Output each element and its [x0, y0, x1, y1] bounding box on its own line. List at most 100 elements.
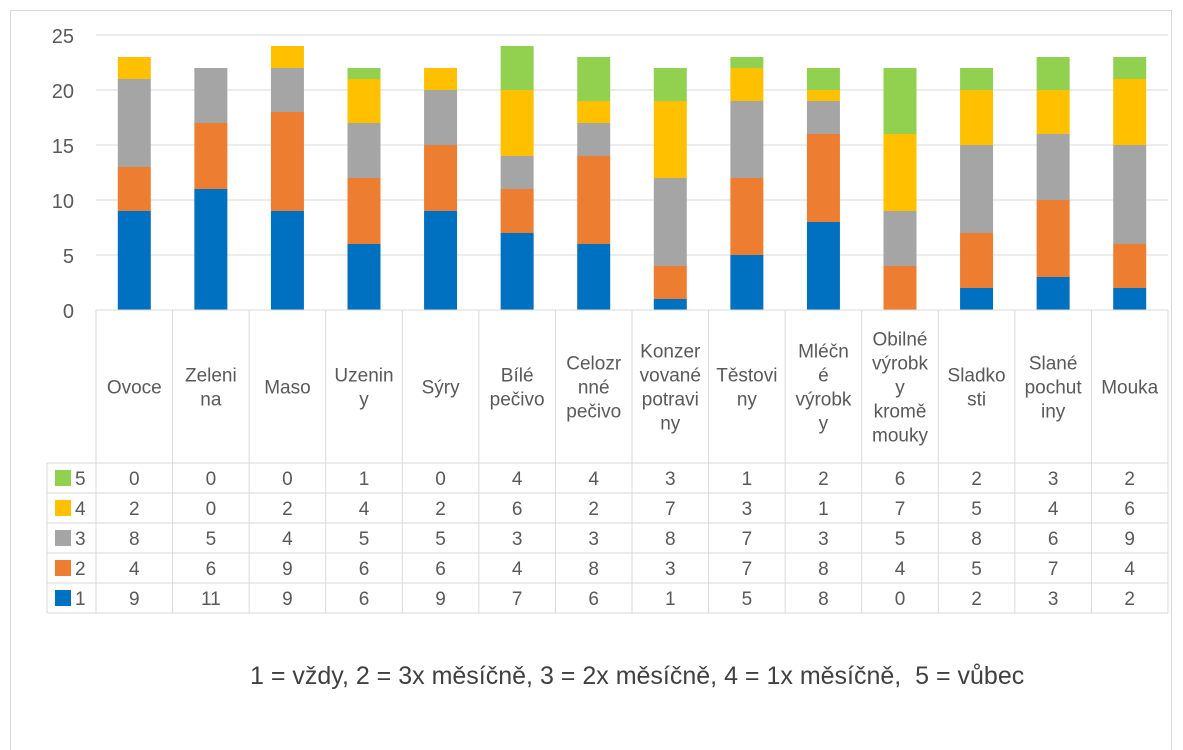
bar-segment: [1113, 57, 1147, 79]
data-value: 9: [282, 589, 293, 610]
data-value: 6: [1048, 529, 1059, 550]
data-value: 4: [895, 559, 906, 580]
data-value: 6: [435, 559, 446, 580]
bar-segment: [1036, 90, 1070, 134]
bar-segment: [500, 233, 534, 310]
bar-segment: [500, 46, 534, 90]
data-value: 8: [818, 559, 829, 580]
bar-segment: [1113, 79, 1147, 145]
bar-segment: [347, 178, 381, 244]
data-value: 8: [818, 589, 829, 610]
category-label: y: [895, 378, 905, 399]
bar-segment: [806, 134, 840, 222]
bar-segment: [117, 167, 151, 211]
category-label: Sladko: [948, 366, 1006, 387]
y-tick-label: 20: [52, 81, 74, 103]
y-tick-label: 0: [63, 301, 74, 323]
category-label: Slané: [1029, 354, 1078, 375]
category-label: y: [359, 390, 369, 411]
bar-segment: [960, 90, 994, 145]
category-label: Maso: [264, 378, 310, 399]
data-value: 8: [971, 529, 982, 550]
category-label: výrobk: [795, 390, 851, 411]
category-label: iny: [1041, 402, 1066, 423]
category-label: na: [200, 390, 222, 411]
data-value: 8: [129, 529, 140, 550]
bar-segment: [117, 57, 151, 79]
data-value: 4: [1124, 559, 1135, 580]
bar-segment: [653, 68, 687, 101]
bar-segment: [960, 145, 994, 233]
category-label: ny: [737, 390, 758, 411]
data-value: 2: [971, 589, 982, 610]
bar-segment: [347, 79, 381, 123]
data-value: 5: [971, 559, 982, 580]
bar-segment: [577, 101, 611, 123]
data-value: 0: [206, 469, 217, 490]
data-value: 2: [282, 499, 293, 520]
data-value: 0: [895, 589, 906, 610]
data-value: 1: [665, 589, 676, 610]
bar-segment: [1036, 57, 1070, 90]
category-label: Obilné: [873, 330, 928, 351]
category-label: Mléčn: [798, 342, 849, 363]
legend-key: [55, 560, 71, 576]
data-value: 3: [1048, 469, 1059, 490]
bar-segment: [730, 68, 764, 101]
data-value: 6: [359, 559, 370, 580]
data-value: 4: [1048, 499, 1059, 520]
bar-segment: [270, 46, 304, 68]
legend-label: 3: [75, 529, 86, 550]
data-value: 3: [512, 529, 523, 550]
bar-segment: [117, 79, 151, 167]
data-value: 3: [665, 559, 676, 580]
data-value: 2: [818, 469, 829, 490]
bar-segment: [347, 123, 381, 178]
category-label: mouky: [872, 426, 928, 447]
y-tick-label: 5: [63, 246, 74, 268]
legend-key: [55, 470, 71, 486]
bar-segment: [806, 101, 840, 134]
data-value: 6: [359, 589, 370, 610]
bar-segment: [806, 222, 840, 310]
data-value: 2: [129, 499, 140, 520]
bar-segment: [194, 123, 228, 189]
data-value: 7: [895, 499, 906, 520]
legend-key: [55, 500, 71, 516]
bar-segment: [577, 156, 611, 244]
data-value: 5: [359, 529, 370, 550]
data-value: 7: [512, 589, 523, 610]
bar-segment: [577, 57, 611, 101]
category-label: ny: [660, 414, 681, 435]
data-value: 4: [588, 469, 599, 490]
bar-segment: [1036, 200, 1070, 277]
data-value: 1: [742, 469, 753, 490]
bar-segment: [1036, 277, 1070, 310]
bar-segment: [194, 68, 228, 123]
legend-label: 2: [75, 559, 86, 580]
category-label: Celozr: [566, 354, 622, 375]
data-value: 5: [206, 529, 217, 550]
bar-segment: [500, 189, 534, 233]
data-value: 7: [742, 559, 753, 580]
category-label: Sýry: [422, 378, 461, 399]
bar-segment: [883, 68, 917, 134]
y-tick-label: 15: [52, 136, 74, 158]
data-value: 1: [818, 499, 829, 520]
bar-segment: [347, 68, 381, 79]
data-value: 2: [588, 499, 599, 520]
category-label: Uzenin: [334, 366, 393, 387]
data-value: 9: [435, 589, 446, 610]
data-value: 9: [282, 559, 293, 580]
data-value: 8: [588, 559, 599, 580]
category-label: Mouka: [1101, 378, 1158, 399]
bar-segment: [577, 244, 611, 310]
bar-segment: [194, 189, 228, 310]
chart-frame: [10, 10, 1172, 750]
legend-label: 4: [75, 499, 86, 520]
category-label: pečivo: [490, 390, 545, 411]
data-value: 6: [588, 589, 599, 610]
bar-segment: [730, 178, 764, 255]
bar-segment: [117, 211, 151, 310]
